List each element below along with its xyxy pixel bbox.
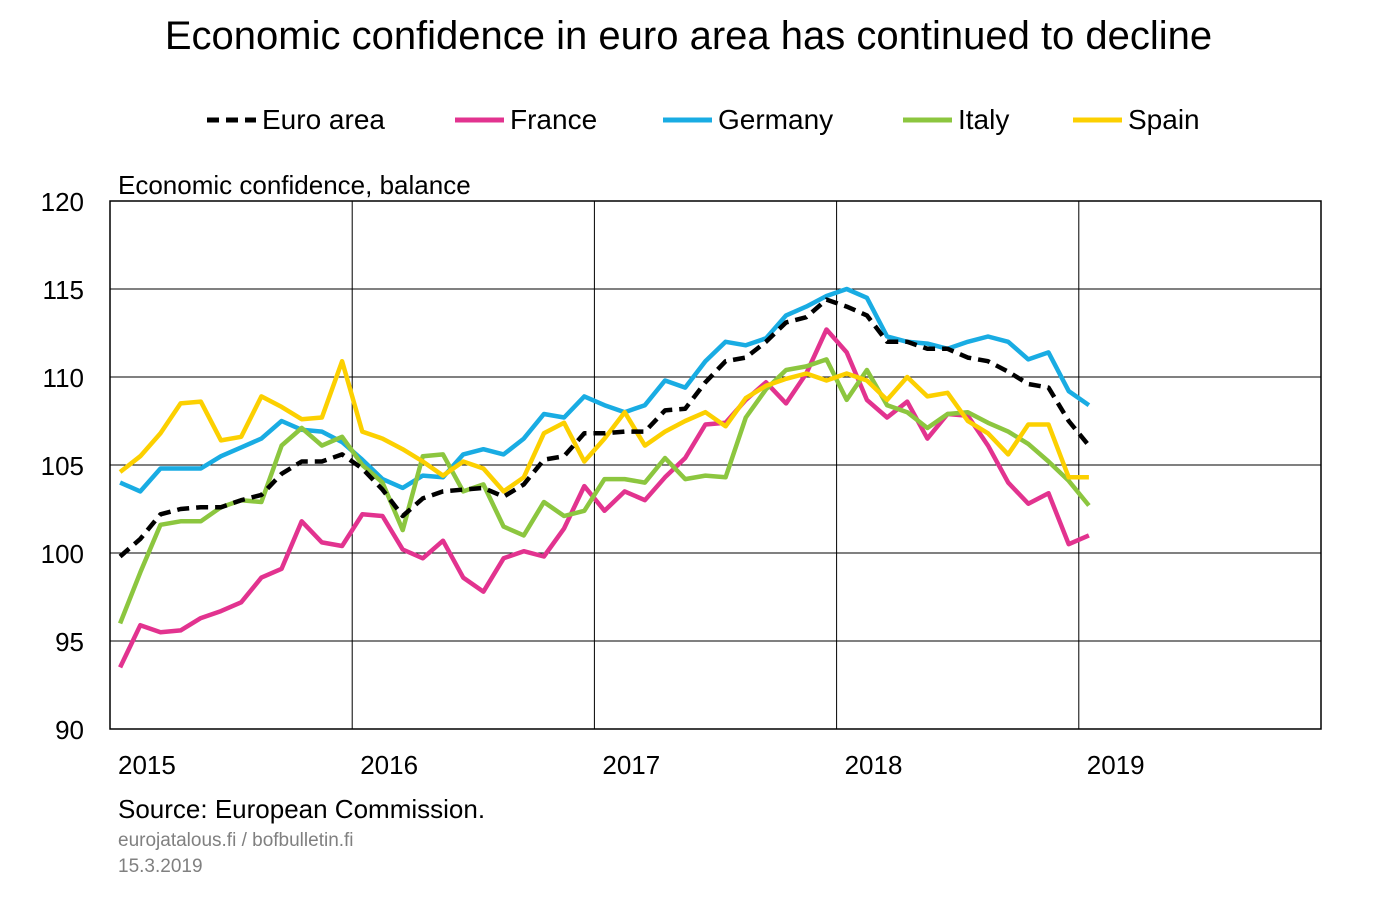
x-tick-labels: 2015 2016 2017 2018 2019 — [118, 750, 1145, 780]
legend-swatch-italy — [903, 117, 952, 123]
series-line-spain — [118, 358, 1089, 494]
series-line-germany — [119, 286, 1091, 494]
grid-lines — [110, 201, 1321, 729]
y-tick-label: 115 — [43, 275, 84, 305]
x-tick-label: 2018 — [845, 750, 903, 780]
legend-swatch-euro-area — [207, 117, 256, 123]
legend-label-spain: Spain — [1128, 104, 1200, 135]
series-line-italy — [118, 357, 1091, 625]
y-tick-label: 120 — [41, 187, 84, 217]
source-note: Source: European Commission. — [118, 794, 486, 824]
series-line-euro-area — [118, 297, 1091, 559]
plot-frame — [109, 200, 1322, 730]
legend-item-italy: Italy — [900, 100, 1009, 140]
legend-item-euro-area: Euro area — [204, 100, 385, 140]
legend-swatch-germany — [663, 117, 712, 123]
legend-label-france: France — [510, 104, 598, 135]
y-tick-label: 100 — [41, 539, 84, 569]
legend-label-italy: Italy — [958, 104, 1010, 135]
y-tick-labels: 120 115 110 105 100 95 90 — [41, 187, 84, 745]
series-line-france — [118, 327, 1090, 669]
y-tick-label: 110 — [43, 363, 84, 393]
publication-date: 15.3.2019 — [118, 856, 203, 877]
y-tick-label: 105 — [41, 451, 84, 481]
legend-label-euro-area: Euro area — [262, 104, 385, 135]
legend-item-germany: Germany — [660, 100, 833, 140]
legend-swatch-spain — [1073, 117, 1122, 123]
y-axis-label: Economic confidence, balance — [118, 170, 471, 200]
legend-item-france: France — [452, 100, 597, 140]
series-lines — [118, 286, 1091, 669]
y-tick-label: 90 — [55, 715, 84, 745]
site-credit: eurojatalous.fi / bofbulletin.fi — [118, 830, 354, 851]
x-tick-label: 2016 — [360, 750, 418, 780]
chart-title: Economic confidence in euro area has con… — [164, 14, 1213, 58]
legend: Euro area France Germany Italy Spain — [0, 100, 1377, 140]
x-tick-label: 2019 — [1087, 750, 1145, 780]
x-tick-label: 2015 — [118, 750, 176, 780]
x-tick-label: 2017 — [602, 750, 660, 780]
legend-label-germany: Germany — [718, 104, 834, 135]
legend-swatch-france — [455, 117, 504, 123]
legend-item-spain: Spain — [1070, 100, 1200, 140]
y-tick-label: 95 — [55, 627, 84, 657]
